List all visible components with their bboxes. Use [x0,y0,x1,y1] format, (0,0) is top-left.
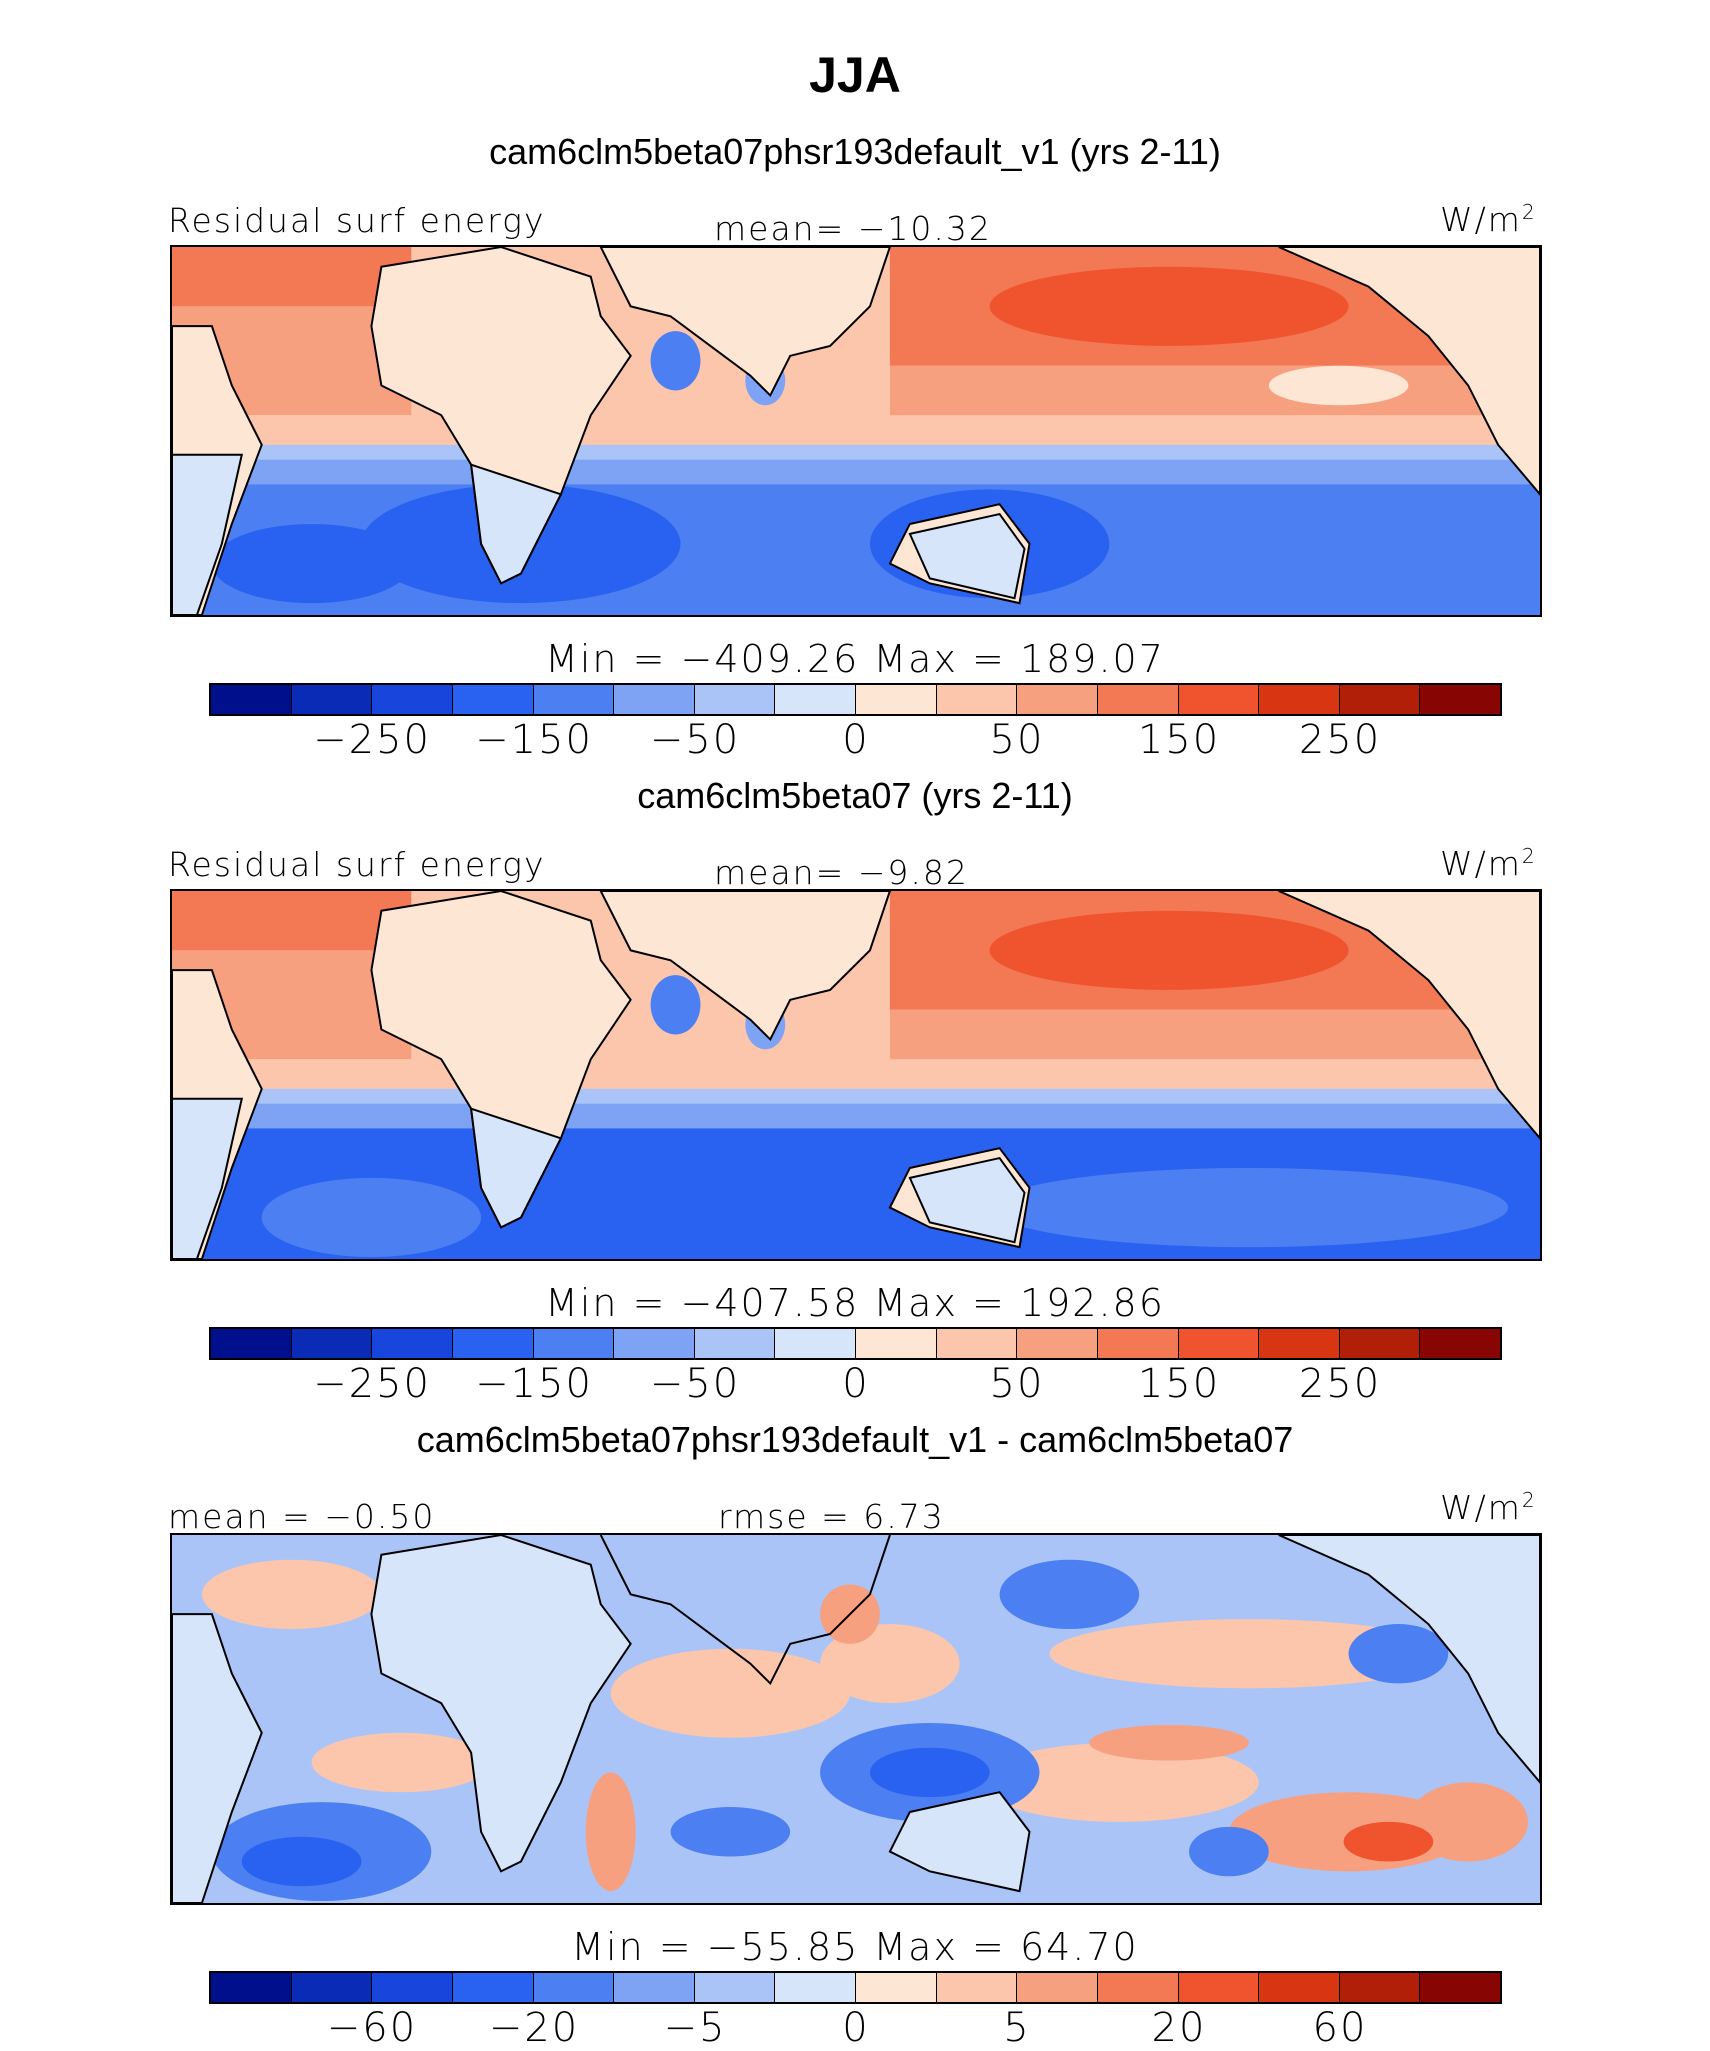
colorbar-swatch [856,1329,937,1358]
colorbar-swatch [1017,1329,1098,1358]
colorbar-tick-label: 50 [989,1361,1045,1407]
colorbar-swatch [211,1329,292,1358]
colorbar-swatch [291,685,373,714]
panel-2-subtitle: cam6clm5beta07 (yrs 2-11) [637,775,1073,816]
colorbar-tick-label: −20 [488,2005,580,2051]
panel-3-minmax: Min = −55.85 Max = 64.70 [571,1925,1139,1969]
colorbar-swatch [936,1329,1018,1358]
colorbar-swatch [856,685,937,714]
colorbar-swatch [694,1329,776,1358]
colorbar-tick-label: 250 [1298,717,1382,763]
colorbar-swatch [372,685,453,714]
colorbar-swatch [775,1329,856,1358]
panel-3-subtitle: cam6clm5beta07phsr193default_v1 - cam6cl… [416,1419,1294,1460]
panel-1-units: W/m2 [1440,200,1537,239]
colorbar-swatch [1178,685,1260,714]
colorbar-swatch [372,1329,453,1358]
colorbar-swatch [211,685,292,714]
colorbar-tick-label: −50 [649,1361,741,1407]
colorbar-swatch [1420,685,1500,714]
colorbar-tick-label: −60 [326,2005,418,2051]
colorbar-swatch [1339,1973,1421,2002]
colorbar-swatch [1259,1329,1340,1358]
panel-2-mean-label: mean= −9.82 [714,853,969,892]
colorbar-swatch [856,1973,937,2002]
colorbar-swatch [1420,1973,1500,2002]
colorbar-tick-label: −250 [313,717,431,763]
panel-2-units: W/m2 [1440,844,1537,883]
colorbar-tick-label: 150 [1137,717,1221,763]
colorbar-tick-label: 60 [1312,2005,1368,2051]
colorbar-tick-label: −5 [663,2005,727,2051]
panel-3-rmse-label: rmse = 6.73 [718,1497,945,1536]
panel-1-minmax: Min = −409.26 Max = 189.07 [545,637,1165,681]
colorbar-swatch [533,685,615,714]
colorbar-swatch [775,1973,856,2002]
colorbar-swatch [452,685,534,714]
colorbar-swatch [533,1329,615,1358]
panel-2-map-svg [172,891,1540,1259]
colorbar-swatch [452,1329,534,1358]
panel-1-colorbar [209,683,1502,716]
panel-2-minmax: Min = −407.58 Max = 192.86 [545,1281,1165,1325]
panel-1-subtitle: cam6clm5beta07phsr193default_v1 (yrs 2-1… [489,131,1221,172]
colorbar-swatch [614,685,695,714]
colorbar-swatch [1178,1973,1260,2002]
colorbar-tick-label: −50 [649,717,741,763]
panel-1-map-svg [172,247,1540,615]
panel-1-variable-label: Residual surf energy [168,201,546,240]
colorbar-tick-label: 0 [842,2005,870,2051]
colorbar-swatch [1097,1329,1179,1358]
colorbar-tick-label: −150 [475,1361,593,1407]
colorbar-swatch [936,685,1018,714]
colorbar-swatch [291,1329,373,1358]
colorbar-swatch [1097,685,1179,714]
figure-title: JJA [809,47,901,103]
colorbar-swatch [694,685,776,714]
colorbar-swatch [614,1973,695,2002]
colorbar-swatch [533,1973,615,2002]
colorbar-swatch [1017,1973,1098,2002]
panel-3-map [170,1533,1542,1905]
colorbar-swatch [1420,1329,1500,1358]
colorbar-swatch [1097,1973,1179,2002]
colorbar-swatch [1017,685,1098,714]
panel-3-map-svg [172,1535,1540,1903]
colorbar-swatch [1339,685,1421,714]
colorbar-tick-label: 50 [989,717,1045,763]
colorbar-swatch [936,1973,1018,2002]
colorbar-tick-label: −250 [313,1361,431,1407]
panel-3-mean-label: mean = −0.50 [168,1497,436,1536]
colorbar-swatch [1178,1329,1260,1358]
colorbar-tick-label: −150 [475,717,593,763]
panel-1-mean-label: mean= −10.32 [714,209,992,248]
colorbar-swatch [694,1973,776,2002]
colorbar-tick-label: 20 [1151,2005,1207,2051]
colorbar-swatch [211,1973,292,2002]
colorbar-swatch [291,1973,373,2002]
colorbar-tick-label: 150 [1137,1361,1221,1407]
colorbar-swatch [372,1973,453,2002]
colorbar-swatch [775,685,856,714]
colorbar-swatch [1259,685,1340,714]
colorbar-tick-label: 250 [1298,1361,1382,1407]
panel-1-map [170,245,1542,617]
colorbar-swatch [614,1329,695,1358]
colorbar-tick-label: 0 [842,717,870,763]
panel-3-units: W/m2 [1440,1488,1537,1527]
colorbar-swatch [452,1973,534,2002]
panel-2-map [170,889,1542,1261]
colorbar-swatch [1259,1973,1340,2002]
panel-3-colorbar [209,1971,1502,2004]
panel-2-variable-label: Residual surf energy [168,845,546,884]
colorbar-tick-label: 0 [842,1361,870,1407]
panel-2-colorbar [209,1327,1502,1360]
colorbar-tick-label: 5 [1003,2005,1031,2051]
colorbar-swatch [1339,1329,1421,1358]
